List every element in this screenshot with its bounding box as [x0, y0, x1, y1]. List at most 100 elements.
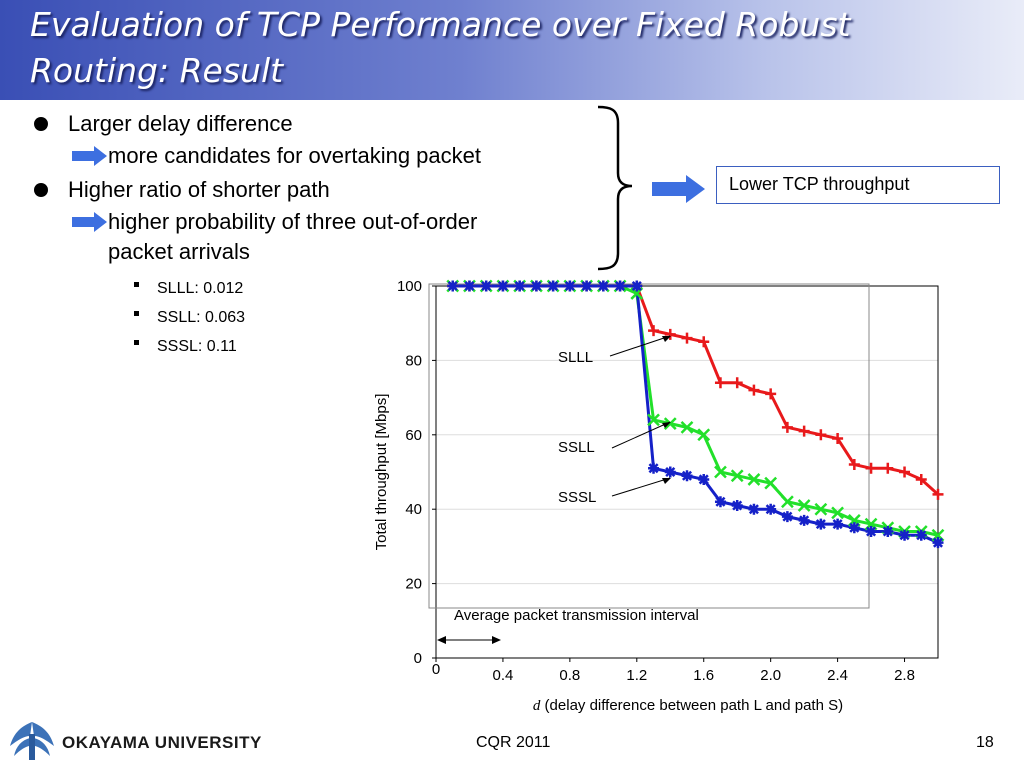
- data-point-slll: [664, 328, 676, 340]
- interval-double-arrow: [437, 636, 501, 644]
- data-point-slll: [748, 384, 760, 396]
- data-point-sssl: [664, 466, 676, 478]
- bullet-higher-ratio-consequence-2: packet arrivals: [108, 239, 250, 264]
- data-point-sssl: [781, 511, 793, 523]
- data-point-slll: [882, 462, 894, 474]
- series-label-ssll: SSLL: [558, 439, 595, 456]
- right-arrow-icon: [72, 146, 107, 166]
- data-point-sssl: [748, 503, 760, 515]
- callout-arrow-sssl: [611, 477, 671, 497]
- data-point-ssll: [781, 495, 794, 509]
- data-point-sssl: [530, 280, 542, 292]
- throughput-chart: 0 0.4 0.8 1.2 1.6 2.0 2.4 2.8 0 20 40 60 80 100 Tota…: [373, 278, 945, 714]
- data-point-sssl: [597, 280, 609, 292]
- data-point-ssll: [680, 420, 694, 434]
- square-bullet-icon: [134, 282, 139, 287]
- x-tick-label: 1.2: [626, 667, 647, 684]
- plot-area: [435, 285, 939, 659]
- data-point-ssll: [663, 417, 677, 431]
- data-point-slll: [781, 421, 793, 433]
- y-tick-label: 40: [405, 501, 422, 518]
- x-tick-label: 0.8: [559, 667, 580, 684]
- right-arrow-icon: [652, 175, 705, 203]
- square-bullet-icon: [134, 340, 139, 345]
- series-line-sssl: [452, 284, 939, 545]
- annotation-label: Average packet transmission interval: [454, 607, 699, 624]
- university-logo: [10, 722, 54, 760]
- x-axis-ticks: 0 0.4 0.8 1.2 1.6 2.0 2.4 2.8: [432, 658, 915, 684]
- data-point-ssll: [730, 469, 744, 483]
- arrowhead-icon: [437, 636, 446, 644]
- data-point-sssl: [731, 499, 743, 511]
- data-point-sssl: [547, 280, 559, 292]
- y-tick-label: 0: [414, 650, 422, 667]
- x-tick-label: 2.0: [760, 667, 781, 684]
- callout-arrow-slll: [609, 335, 671, 357]
- x-tick-label: 1.6: [693, 667, 714, 684]
- square-bullet-icon: [134, 311, 139, 316]
- arrowhead-icon: [662, 478, 671, 484]
- arrowhead-icon: [662, 336, 671, 342]
- series-label-slll: SLLL: [558, 349, 593, 366]
- series-layer: [446, 279, 945, 549]
- bullet-larger-delay: Larger delay difference: [68, 111, 293, 136]
- data-point-slll: [698, 336, 710, 348]
- data-point-sssl: [899, 529, 911, 541]
- slide-title: Evaluation of TCP Performance over Fixed…: [30, 2, 1010, 94]
- x-axis-label-text: (delay difference between path L and pat…: [540, 697, 843, 714]
- data-point-sssl: [463, 280, 475, 292]
- data-point-sssl: [865, 526, 877, 538]
- ratio-item-sssl: SSSL: 0.11: [157, 338, 237, 355]
- data-point-slll: [815, 429, 827, 441]
- x-tick-label: 0.4: [493, 667, 514, 684]
- data-point-slll: [899, 466, 911, 478]
- data-point-sssl: [932, 537, 944, 549]
- x-tick-label: 0: [432, 661, 440, 678]
- data-point-ssll: [814, 502, 828, 516]
- data-point-slll: [865, 462, 877, 474]
- page-number: 18: [976, 734, 994, 751]
- bullet-dot: [34, 117, 48, 131]
- y-tick-label: 100: [397, 278, 422, 295]
- data-point-sssl: [681, 470, 693, 482]
- chart-grid: [436, 359, 938, 585]
- data-point-sssl: [648, 462, 660, 474]
- bullet-dot: [34, 183, 48, 197]
- y-tick-label: 20: [405, 576, 422, 593]
- data-point-sssl: [915, 529, 927, 541]
- data-point-sssl: [714, 496, 726, 508]
- data-point-ssll: [697, 428, 711, 442]
- annotation-box: [428, 283, 870, 609]
- data-point-ssll: [747, 473, 761, 486]
- data-point-sssl: [514, 280, 526, 292]
- series-line-ssll: [452, 284, 939, 537]
- ratio-item-ssll: SSLL: 0.063: [157, 309, 246, 326]
- data-point-sssl: [447, 280, 459, 292]
- y-axis-ticks: 0 20 40 60 80 100: [397, 278, 436, 667]
- footer-conference: CQR 2011: [476, 734, 551, 751]
- series-line-slll: [452, 284, 939, 496]
- slide-title-line1: Evaluation of TCP Performance over Fixed…: [30, 5, 851, 44]
- data-point-sssl: [581, 280, 593, 292]
- data-point-slll: [832, 433, 844, 445]
- y-tick-label: 60: [405, 427, 422, 444]
- x-tick-label: 2.8: [894, 667, 915, 684]
- series-label-sssl: SSSL: [558, 489, 596, 506]
- title-bar: Evaluation of TCP Performance over Fixed…: [0, 0, 1024, 100]
- data-point-ssll: [714, 465, 727, 479]
- data-point-slll: [648, 325, 660, 337]
- data-point-slll: [765, 388, 777, 400]
- bullet-higher-ratio-consequence-1: higher probability of three out-of-order: [108, 209, 478, 234]
- data-point-slll: [681, 332, 693, 344]
- footer-university: OKAYAMA UNIVERSITY: [62, 733, 262, 752]
- data-point-sssl: [564, 280, 576, 292]
- x-axis-label-variable: d: [533, 698, 541, 714]
- data-point-slll: [714, 377, 726, 389]
- right-brace: [597, 105, 633, 271]
- y-tick-label: 80: [405, 352, 422, 369]
- data-point-sssl: [631, 280, 643, 292]
- bullet-larger-delay-consequence: more candidates for overtaking packet: [108, 143, 481, 168]
- data-point-sssl: [614, 280, 626, 292]
- data-point-slll: [932, 488, 944, 500]
- data-point-sssl: [497, 280, 509, 292]
